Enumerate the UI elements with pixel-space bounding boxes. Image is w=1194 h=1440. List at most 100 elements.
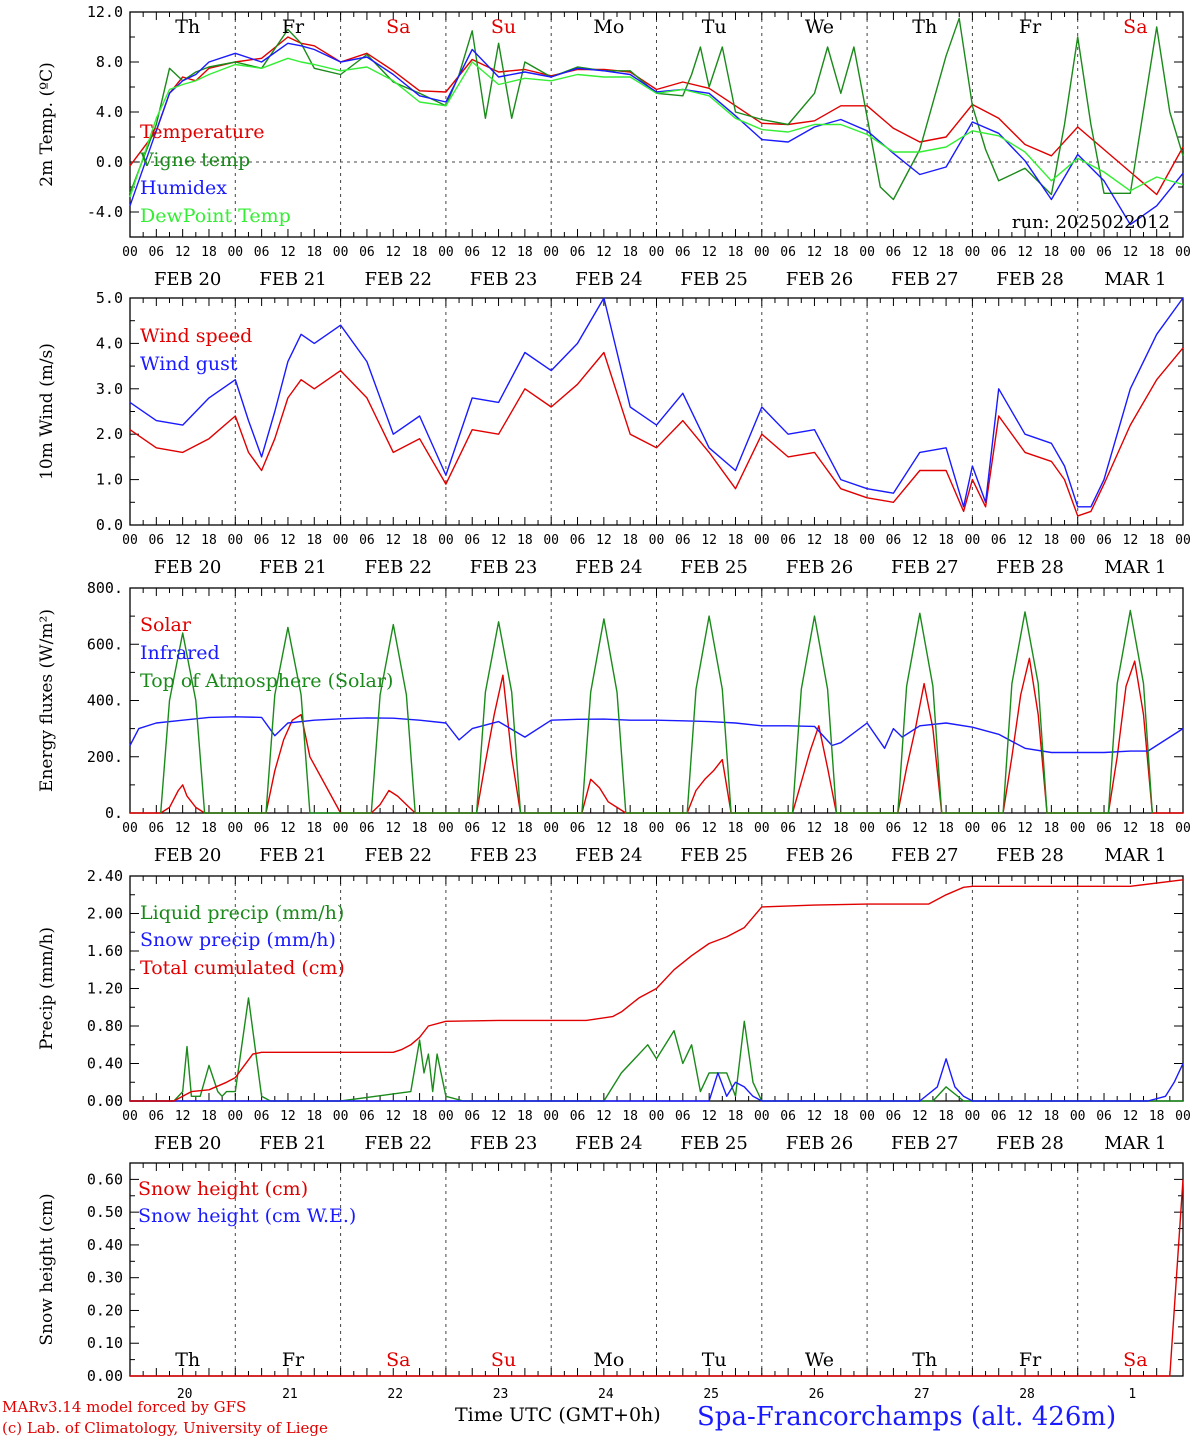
series-snow-height-cm- [130,1179,1184,1377]
day-name-bottom: Su [491,1349,516,1371]
date-label: FEB 21 [259,1133,326,1154]
hour-tick-label: 06 [991,245,1007,260]
hour-tick-label: 00 [754,1109,770,1124]
series-wind-gust [129,297,1184,508]
hour-tick-label: 18 [1149,245,1165,260]
hour-tick-label: 18 [622,1109,638,1124]
y-tick-label: 0.80 [87,1017,123,1035]
hour-tick-label: 18 [833,821,849,836]
hour-tick-label: 12 [1123,533,1139,548]
date-label: MAR 1 [1104,269,1166,290]
date-label: FEB 27 [891,557,958,578]
hour-tick-label: 06 [464,1109,480,1124]
date-label: FEB 27 [891,269,958,290]
hour-tick-label: 00 [1175,821,1191,836]
date-label: FEB 20 [154,269,221,290]
hour-tick-label: 12 [1017,533,1033,548]
series-vigne-temp [129,17,1184,201]
date-label: FEB 21 [259,557,326,578]
hour-tick-label: 06 [1096,533,1112,548]
hour-tick-label: 06 [570,533,586,548]
day-number-label: 20 [177,1387,193,1402]
hour-tick-label: 00 [1070,533,1086,548]
hour-tick-label: 00 [965,533,981,548]
hour-tick-label: 00 [543,245,559,260]
y-tick-label: 8.0 [96,53,123,71]
hour-tick-label: 12 [280,245,296,260]
day-name-bottom: Th [912,1349,937,1371]
day-name-top: Su [491,16,516,38]
legend-entry: Snow height (cm W.E.) [138,1205,356,1227]
hour-tick-label: 06 [359,533,375,548]
y-tick-label: 0.30 [87,1269,123,1287]
day-number-label: 25 [703,1387,719,1402]
day-number-label: 26 [809,1387,825,1402]
legend-entry: Snow precip (mm/h) [140,929,336,951]
day-name-bottom: Sa [386,1349,410,1371]
hour-tick-label: 18 [517,1109,533,1124]
hour-tick-label: 06 [570,1109,586,1124]
date-label: FEB 22 [365,557,432,578]
hour-tick-label: 12 [807,533,823,548]
hour-tick-label: 12 [912,821,928,836]
hour-tick-label: 12 [807,1109,823,1124]
series-dewpoint-temp [129,57,1184,198]
hour-tick-label: 00 [438,245,454,260]
date-label: FEB 25 [680,1133,747,1154]
date-label: FEB 24 [575,1133,642,1154]
date-label: FEB 28 [996,1133,1063,1154]
hour-tick-label: 00 [438,1109,454,1124]
hour-tick-label: 18 [201,533,217,548]
day-number-label: 28 [1019,1387,1035,1402]
hour-tick-label: 00 [543,821,559,836]
hour-tick-label: 00 [1175,1109,1191,1124]
hour-tick-label: 12 [596,1109,612,1124]
hour-tick-label: 06 [254,245,270,260]
legend-entry: Vigne temp [139,149,250,171]
hour-tick-label: 18 [833,245,849,260]
hour-tick-label: 06 [148,245,164,260]
day-number-label: 1 [1128,1387,1136,1402]
hour-tick-label: 00 [649,533,665,548]
hour-tick-label: 18 [938,533,954,548]
date-label: FEB 26 [786,845,853,866]
date-label: FEB 22 [365,269,432,290]
hour-tick-label: 06 [570,245,586,260]
hour-tick-label: 06 [254,821,270,836]
run-label: run: 2025022012 [1012,212,1170,233]
day-name-bottom: Mo [593,1349,624,1371]
date-label: FEB 22 [365,845,432,866]
hour-tick-label: 12 [175,533,191,548]
hour-tick-label: 18 [201,1109,217,1124]
series-top-of-atmosphere-solar- [160,609,1153,814]
legend-entry: Solar [140,614,192,636]
hour-tick-label: 12 [912,1109,928,1124]
y-tick-label: 0.0 [96,153,123,171]
hour-tick-label: 06 [780,245,796,260]
hour-tick-label: 00 [438,533,454,548]
hour-tick-label: 12 [701,821,717,836]
hour-tick-label: 12 [807,821,823,836]
y-tick-label: 0.40 [87,1236,123,1254]
hour-tick-label: 12 [280,821,296,836]
day-name-bottom: Fr [1019,1349,1042,1371]
y-tick-label: 5.0 [96,289,123,307]
series-infrared [129,716,1184,754]
date-label: MAR 1 [1104,557,1166,578]
series-wind-speed [129,347,1184,517]
date-label: FEB 20 [154,557,221,578]
hour-tick-label: 00 [754,821,770,836]
y-tick-label: 4.0 [96,334,123,352]
y-axis-title: Energy fluxes (W/m²) [37,609,57,792]
hour-tick-label: 00 [333,533,349,548]
hour-tick-label: 06 [886,533,902,548]
hour-tick-label: 12 [1123,245,1139,260]
hour-tick-label: 06 [675,821,691,836]
hour-tick-label: 06 [780,533,796,548]
date-label: FEB 23 [470,557,537,578]
day-name-top: Sa [1123,16,1147,38]
hour-tick-label: 06 [886,1109,902,1124]
hour-tick-label: 18 [412,245,428,260]
y-tick-label: 800. [87,579,123,597]
date-label: FEB 24 [575,845,642,866]
